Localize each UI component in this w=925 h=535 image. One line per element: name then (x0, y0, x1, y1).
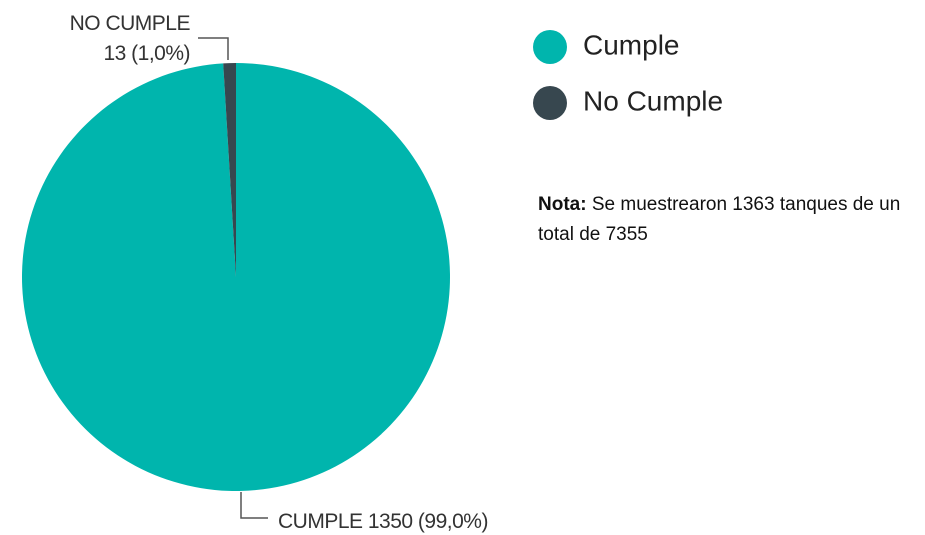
note: Nota: Se muestrearon 1363 tanques de un … (538, 190, 923, 250)
pie-slice (21, 63, 450, 492)
legend-swatch (533, 86, 567, 120)
leader-line (198, 37, 229, 60)
legend-swatch (533, 30, 567, 64)
legend-label: No Cumple (583, 85, 723, 116)
slice-value-label: 1350 (99,0%) (368, 510, 488, 533)
slice-label-group: CUMPLE 1350 (99,0%) (278, 510, 488, 533)
legend-label: Cumple (583, 29, 679, 60)
slice-label: NO CUMPLE (70, 12, 191, 35)
pie-slice (223, 63, 236, 277)
leader-line (240, 492, 268, 519)
slice-label: CUMPLE (278, 510, 363, 533)
note-text: Se muestrearon 1363 tanques de un total … (538, 194, 901, 245)
slice-value-label: 13 (1,0%) (103, 42, 190, 65)
note-label: Nota: (538, 194, 587, 215)
pie (21, 63, 450, 492)
